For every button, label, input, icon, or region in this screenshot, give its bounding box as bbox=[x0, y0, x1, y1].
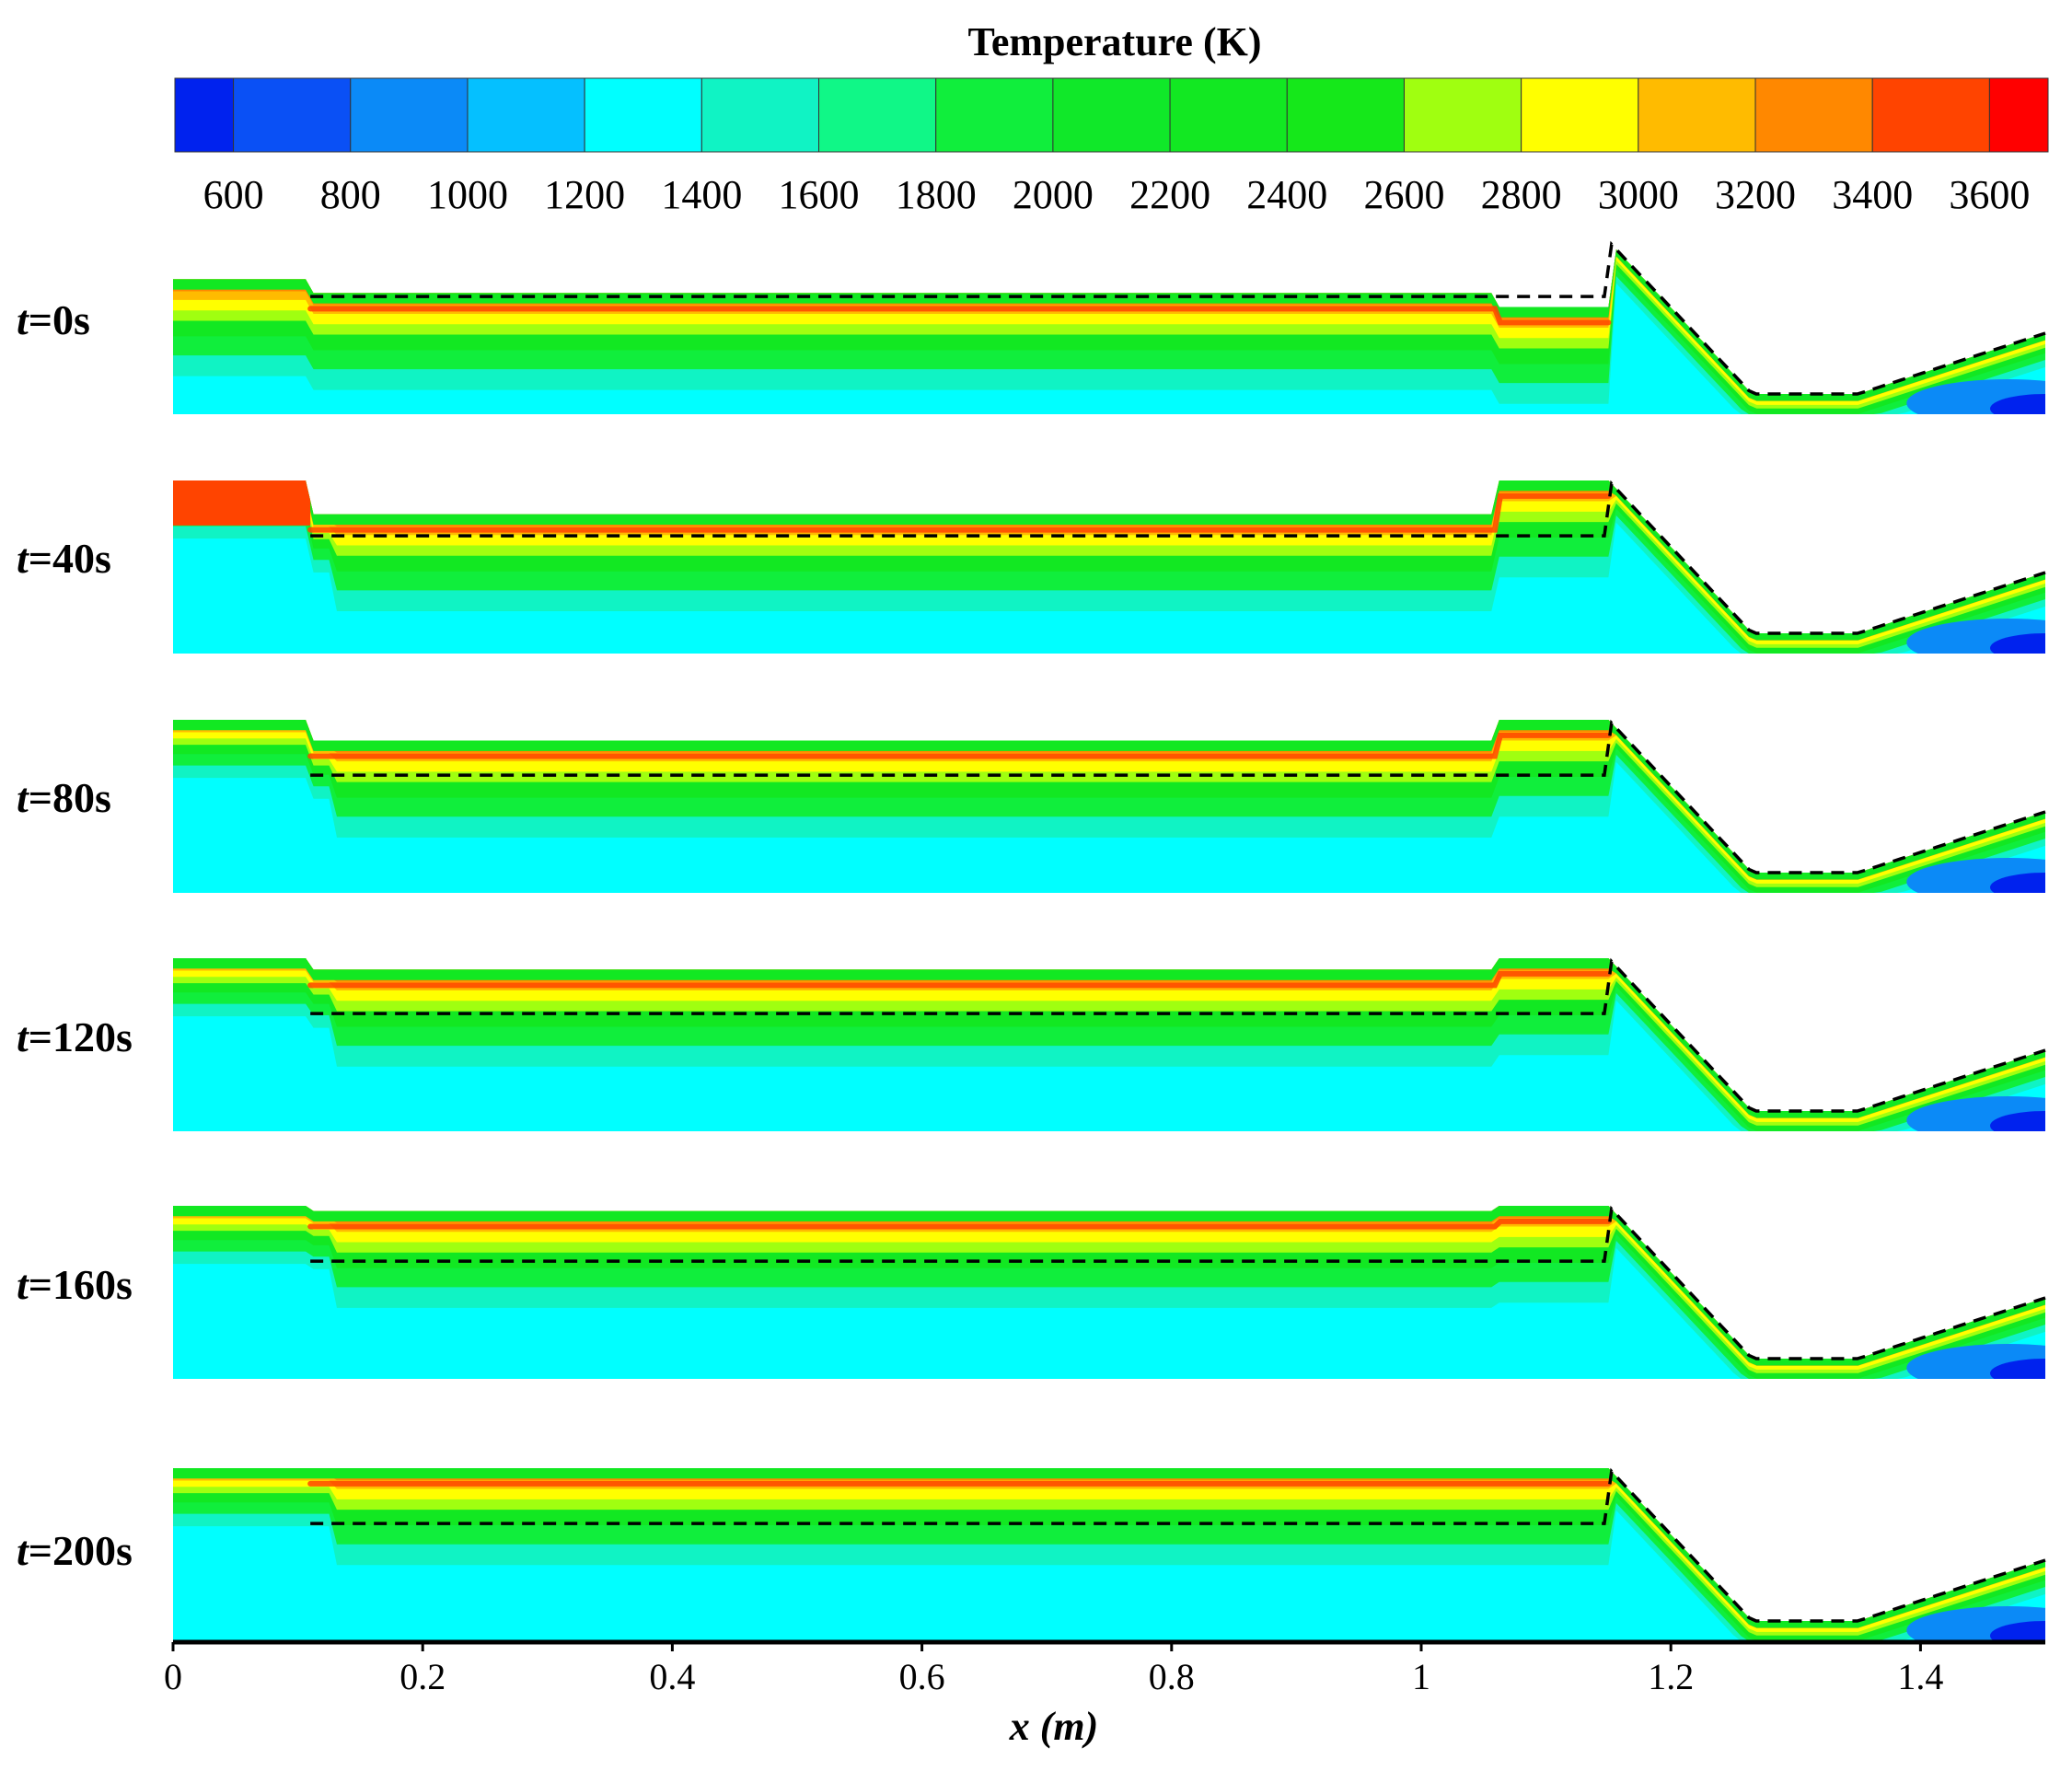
colorbar-segment-15 bbox=[1871, 77, 1990, 153]
hot-streak bbox=[307, 732, 1612, 759]
original-grain-surface-line bbox=[310, 240, 2046, 396]
colorbar-tick-label: 1400 bbox=[661, 172, 742, 217]
panel-label: t=200s bbox=[17, 1527, 133, 1574]
exit-coldest-region bbox=[1990, 1111, 2045, 1131]
panel-t=80s bbox=[173, 719, 2046, 893]
x-tick-label: 1.4 bbox=[1897, 1656, 1943, 1697]
contour-panels bbox=[173, 240, 2046, 1641]
colorbar-segment-5 bbox=[700, 77, 820, 153]
x-tick-label: 0.4 bbox=[649, 1656, 695, 1697]
colorbar-segment-7 bbox=[935, 77, 1054, 153]
colorbar-segment-11 bbox=[1403, 77, 1522, 153]
panel-label: t=0s bbox=[17, 296, 90, 343]
panel-time-labels: t=0s t=40s t=80s t=120s t=160s t=200s bbox=[17, 296, 133, 1574]
colorbar-tick-label: 2600 bbox=[1363, 172, 1444, 217]
colorbar-tick-labels: 600 800 1000 1200 1400 1600 1800 2000 2200 2400 26… bbox=[203, 172, 2031, 217]
panel-field bbox=[173, 720, 2045, 893]
original-grain-surface-line bbox=[310, 957, 2046, 1113]
colorbar-tick-label: 3400 bbox=[1832, 172, 1913, 217]
panel-t=200s bbox=[173, 1467, 2046, 1641]
original-grain-surface-line bbox=[310, 480, 2046, 635]
wall-layer bbox=[173, 1206, 2045, 1366]
colorbar-segment-10 bbox=[1286, 77, 1405, 153]
colorbar-segment-3 bbox=[467, 77, 585, 153]
colorbar-tick-label: 600 bbox=[203, 172, 264, 217]
panel-field bbox=[173, 958, 2045, 1131]
x-tick-label: 0 bbox=[164, 1656, 182, 1697]
colorbar-segment-6 bbox=[818, 77, 937, 153]
flame-band-4 bbox=[173, 958, 2045, 1122]
exit-coldest-region bbox=[1990, 873, 2045, 893]
panel-field bbox=[173, 480, 2045, 654]
colorbar-segment-16 bbox=[1988, 77, 2049, 153]
wall-layer bbox=[173, 480, 2045, 641]
panel-label: t=160s bbox=[17, 1261, 133, 1308]
wall-layer bbox=[173, 958, 2045, 1118]
x-axis: 0 0.2 0.4 0.6 0.8 1 1.2 1.4 bbox=[164, 1639, 2045, 1697]
colorbar-title: Temperature (K) bbox=[968, 19, 1262, 64]
panel-field bbox=[173, 1206, 2045, 1379]
colorbar-segment-4 bbox=[584, 77, 702, 153]
x-tick-label: 0.2 bbox=[399, 1656, 446, 1697]
head-end-hot bbox=[173, 480, 311, 526]
hot-streak bbox=[307, 1218, 1612, 1230]
original-grain-surface-line bbox=[310, 1467, 2046, 1623]
colorbar-tick-label: 1800 bbox=[896, 172, 977, 217]
original-grain-surface-line bbox=[310, 719, 2046, 874]
hot-streak bbox=[307, 970, 1612, 989]
colorbar-tick-label: 2000 bbox=[1013, 172, 1094, 217]
colorbar-tick-label: 3200 bbox=[1715, 172, 1796, 217]
colorbar-tick-label: 1200 bbox=[544, 172, 625, 217]
colorbar-segment-13 bbox=[1638, 77, 1756, 153]
exit-coldest-region bbox=[1990, 633, 2045, 654]
colorbar-tick-label: 2200 bbox=[1129, 172, 1210, 217]
x-tick-label: 1 bbox=[1412, 1656, 1430, 1697]
colorbar-tick-label: 2800 bbox=[1481, 172, 1562, 217]
panel-t=0s bbox=[173, 240, 2046, 414]
colorbar-segment-0 bbox=[174, 77, 235, 153]
colorbar-segment-8 bbox=[1052, 77, 1171, 153]
panel-label: t=120s bbox=[17, 1013, 133, 1060]
wall-layer bbox=[173, 720, 2045, 880]
exit-coldest-region bbox=[1990, 1621, 2045, 1641]
panel-field bbox=[173, 1468, 2045, 1641]
x-tick-label: 0.6 bbox=[899, 1656, 945, 1697]
flame-band-3 bbox=[173, 1206, 2045, 1373]
colorbar-tick-label: 3000 bbox=[1598, 172, 1679, 217]
flame-band-3 bbox=[173, 249, 2045, 409]
colorbar-segment-1 bbox=[233, 77, 352, 153]
panel-t=160s bbox=[173, 1205, 2046, 1379]
colorbar-segment-12 bbox=[1521, 77, 1639, 153]
colorbar bbox=[174, 77, 2049, 153]
exit-coldest-region bbox=[1990, 394, 2045, 414]
colorbar-tick-label: 1600 bbox=[779, 172, 860, 217]
flame-band-3 bbox=[173, 1468, 2045, 1636]
exit-coldest-region bbox=[1990, 1359, 2045, 1379]
panel-t=120s bbox=[173, 957, 2046, 1131]
colorbar-tick-label: 3600 bbox=[1949, 172, 2030, 217]
colorbar-tick-label: 800 bbox=[320, 172, 381, 217]
colorbar-segment-9 bbox=[1169, 77, 1288, 153]
original-grain-surface-line bbox=[310, 1205, 2046, 1360]
colorbar-tick-label: 2400 bbox=[1246, 172, 1327, 217]
colorbar-tick-label: 1000 bbox=[427, 172, 508, 217]
hot-streak bbox=[307, 306, 1612, 326]
flame-band-6 bbox=[173, 1468, 2045, 1626]
colorbar-segment-2 bbox=[350, 77, 469, 153]
x-tick-label: 1.2 bbox=[1648, 1656, 1694, 1697]
panel-label: t=80s bbox=[17, 774, 111, 821]
colorbar-segment-14 bbox=[1754, 77, 1873, 153]
panel-field bbox=[173, 249, 2045, 414]
panel-label: t=40s bbox=[17, 535, 111, 582]
x-tick-label: 0.8 bbox=[1149, 1656, 1195, 1697]
x-axis-title: x (m) bbox=[1009, 1704, 1099, 1749]
hot-streak bbox=[307, 492, 1612, 533]
panel-t=40s bbox=[173, 480, 2046, 654]
